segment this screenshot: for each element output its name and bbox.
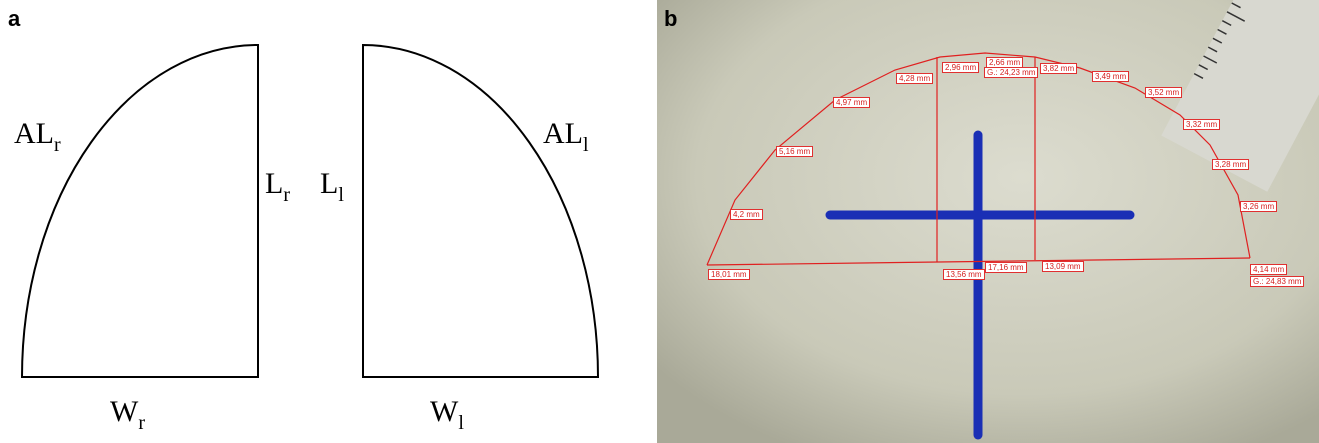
measurement-label: 4,28 mm xyxy=(896,73,934,84)
quadrant-right xyxy=(20,43,259,378)
quadrant-left xyxy=(362,43,600,378)
measurement-label: 3,28 mm xyxy=(1212,159,1250,170)
measurement-label: 13,56 mm xyxy=(943,269,985,280)
measurement-label: 3,32 mm xyxy=(1183,119,1221,130)
measurement-label: 3,82 mm xyxy=(1040,63,1078,74)
measurement-label: G.: 24,83 mm xyxy=(1250,276,1305,287)
measurement-label: 3,52 mm xyxy=(1145,87,1183,98)
blue-cross xyxy=(825,130,1135,440)
measurement-label: 5,16 mm xyxy=(776,146,814,157)
measurement-label: 13,09 mm xyxy=(1042,261,1084,272)
side-label: Lr xyxy=(265,167,290,206)
measurement-label: 4,2 mm xyxy=(730,209,763,220)
measurement-label: G.: 24,23 mm xyxy=(984,67,1039,78)
base-label: Wl xyxy=(430,395,464,434)
measurement-label: 3,49 mm xyxy=(1092,71,1130,82)
arc-label: ALr xyxy=(14,117,61,156)
arch-outline xyxy=(706,52,1251,266)
measurement-label: 17,16 mm xyxy=(985,262,1027,273)
measurement-label: 4,97 mm xyxy=(833,97,871,108)
panel-label: b xyxy=(664,6,677,31)
panel-label: a xyxy=(8,6,21,31)
base-label: Wr xyxy=(110,395,145,434)
measurement-label: 2,96 mm xyxy=(942,62,980,73)
measurement-label: 18,01 mm xyxy=(708,269,750,280)
ruler xyxy=(1161,0,1319,192)
arc-label: ALl xyxy=(543,117,589,156)
side-label: Ll xyxy=(320,167,344,206)
measurement-label: 4,14 mm xyxy=(1250,264,1288,275)
measurement-label: 3,26 mm xyxy=(1240,201,1278,212)
